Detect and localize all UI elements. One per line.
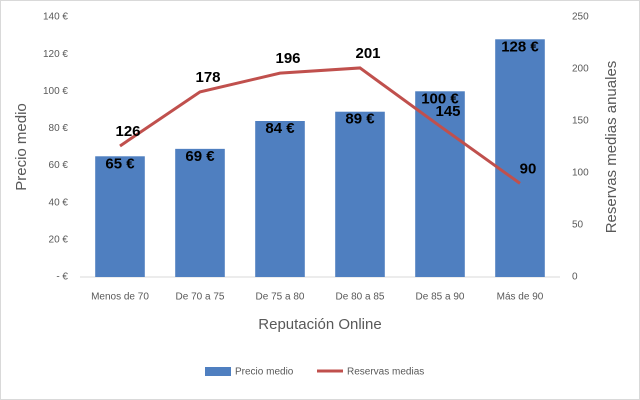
- x-tick-label: De 85 a 90: [416, 292, 465, 303]
- bar-value-label: 128 €: [501, 38, 539, 55]
- y-tick-label: - €: [56, 272, 68, 283]
- y-tick-label: 140 €: [43, 12, 68, 23]
- y2-tick-label: 100: [572, 168, 589, 179]
- bar-value-label: 89 €: [345, 111, 375, 128]
- bar: [95, 156, 145, 277]
- y-tick-label: 100 €: [43, 86, 68, 97]
- y-tick-label: 20 €: [49, 234, 69, 245]
- bar: [335, 111, 385, 277]
- line-value-label: 126: [115, 123, 140, 140]
- bar: [175, 148, 225, 277]
- y2-tick-label: 200: [572, 64, 589, 75]
- y2-tick-label: 0: [572, 272, 578, 283]
- bar: [255, 121, 305, 277]
- y2-tick-label: 150: [572, 116, 589, 127]
- legend-swatch: [205, 367, 231, 376]
- bar-value-label: 84 €: [265, 120, 295, 137]
- bar-value-label: 69 €: [185, 148, 215, 165]
- legend-label: Reservas medias: [347, 367, 424, 378]
- bar-value-label: 100 €: [421, 90, 459, 107]
- line-value-label: 196: [275, 50, 300, 67]
- line-value-label: 90: [520, 160, 537, 177]
- bar: [495, 39, 545, 278]
- y-tick-label: 120 €: [43, 49, 68, 60]
- legend-label: Precio medio: [235, 367, 294, 378]
- x-tick-label: Más de 90: [497, 292, 544, 303]
- line-value-label: 178: [195, 69, 220, 86]
- bar: [415, 91, 465, 278]
- y-tick-label: 40 €: [49, 197, 69, 208]
- x-tick-label: De 70 a 75: [176, 292, 225, 303]
- line: [119, 66, 521, 185]
- x-tick-label: Menos de 70: [91, 292, 149, 303]
- x-tick-label: De 75 a 80: [256, 292, 305, 303]
- y2-axis-title: Reservas medias anuales: [603, 61, 620, 234]
- y2-tick-label: 50: [572, 220, 584, 231]
- x-tick-label: De 80 a 85: [336, 292, 385, 303]
- y2-tick-label: 250: [572, 12, 589, 23]
- y-tick-label: 60 €: [49, 160, 69, 171]
- x-axis-title: Reputación Online: [258, 316, 381, 333]
- y-tick-label: 80 €: [49, 123, 69, 134]
- bar-value-label: 65 €: [105, 155, 135, 172]
- line-value-label: 145: [435, 103, 460, 120]
- line-value-label: 201: [355, 45, 380, 62]
- y-axis-title: Precio medio: [13, 103, 30, 191]
